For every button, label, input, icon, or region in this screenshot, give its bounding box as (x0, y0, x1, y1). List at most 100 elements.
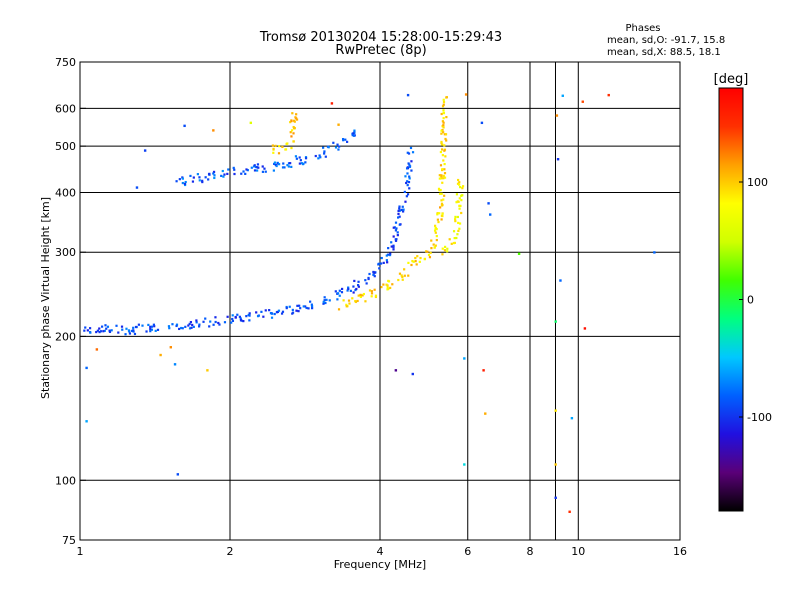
trace-dot (347, 299, 351, 302)
trace-dot (442, 111, 445, 114)
trace-dot (454, 215, 457, 219)
trace-dot (373, 271, 376, 274)
trace-dot (407, 180, 411, 184)
trace-dot (209, 320, 212, 323)
trace-dot (275, 164, 278, 168)
trace-dot (323, 296, 326, 299)
scatter-point (554, 463, 557, 466)
trace-dot (178, 178, 181, 181)
trace-dot (386, 261, 389, 264)
trace-dot (440, 129, 443, 132)
x-tick-label: 4 (377, 545, 384, 558)
trace-dot (263, 167, 266, 170)
trace-dot (231, 317, 234, 321)
trace-dot (147, 323, 150, 327)
y-axis-label: Stationary phase Virtual Height [km] (39, 197, 52, 399)
trace-dot (438, 212, 441, 215)
trace-dot (226, 172, 229, 175)
trace-dot (457, 178, 460, 182)
scatter-point (559, 279, 562, 282)
trace-dot (389, 252, 392, 255)
scatter-point (561, 94, 564, 97)
trace-dot (442, 117, 445, 120)
trace-dot (407, 274, 410, 277)
trace-dot (444, 137, 447, 141)
scatter-point (85, 420, 88, 423)
trace-dot (108, 330, 112, 334)
scatter-point (464, 93, 468, 96)
trace-dot (250, 166, 253, 169)
trace-dot (238, 315, 242, 318)
trace-dot (436, 218, 439, 221)
scatter-point (176, 473, 180, 476)
grid-lines (80, 62, 680, 540)
trace-dot (352, 134, 355, 137)
trace-dot (298, 304, 301, 307)
trace-dot (357, 285, 360, 288)
colorbar-tick-label: 0 (747, 294, 754, 307)
trace-dot (342, 299, 345, 302)
trace-dot (357, 280, 360, 283)
trace-dot (423, 257, 427, 260)
trace-dot (390, 245, 393, 248)
trace-dot (294, 155, 298, 158)
trace-dot (401, 205, 404, 208)
trace-dot (253, 169, 257, 172)
trace-dot (290, 165, 293, 169)
trace-dot (391, 283, 394, 286)
trace-dot (443, 245, 447, 248)
scatter-point (482, 369, 485, 372)
trace-dot (435, 238, 438, 242)
trace-dot (443, 194, 446, 197)
trace-dot (307, 307, 310, 310)
trace-dot (300, 162, 303, 165)
trace-dot (372, 270, 375, 274)
trace-dot (201, 179, 204, 182)
trace-dot (309, 300, 312, 303)
trace-dot (374, 294, 378, 297)
trace-dot (310, 303, 313, 306)
trace-dot (322, 146, 325, 149)
trace-dot (408, 165, 412, 168)
trace-dot (461, 187, 464, 190)
series-trace (337, 96, 448, 311)
trace-dot (232, 166, 235, 169)
trace-dot (137, 323, 140, 326)
trace-dot (233, 172, 236, 176)
trace-dot (273, 161, 277, 164)
trace-dot (189, 320, 193, 324)
trace-dot (440, 140, 443, 144)
trace-dot (167, 325, 171, 328)
trace-dot (387, 247, 390, 250)
trace-dot (408, 177, 411, 180)
trace-dot (370, 290, 373, 293)
trace-dot (438, 189, 441, 192)
trace-dot (272, 151, 275, 154)
trace-dot (338, 294, 341, 297)
trace-dot (175, 180, 178, 183)
trace-dot (458, 197, 461, 200)
legend-line-o: mean, sd,O: -91.7, 15.8 (607, 35, 725, 46)
trace-dot (290, 146, 293, 150)
scatter-point (517, 252, 521, 256)
trace-dot (437, 220, 440, 224)
trace-dot (314, 154, 317, 158)
trace-dot (357, 294, 360, 297)
trace-dot (337, 308, 341, 311)
trace-dot (260, 310, 263, 313)
trace-dot (405, 181, 408, 185)
trace-dot (380, 262, 383, 265)
trace-dot (181, 177, 184, 180)
trace-dot (242, 170, 245, 173)
x-axis-label: Frequency [MHz] (334, 558, 426, 571)
trace-dot (412, 260, 415, 263)
trace-dot (370, 295, 373, 298)
trace-dot (261, 170, 265, 173)
trace-dot (222, 175, 225, 178)
x-tick-label: 10 (571, 545, 585, 558)
trace-dot (128, 332, 132, 335)
trace-dot (414, 256, 417, 260)
trace-dot (298, 156, 301, 159)
colorbar-label: [deg] (714, 72, 749, 87)
trace-dot (274, 144, 277, 147)
